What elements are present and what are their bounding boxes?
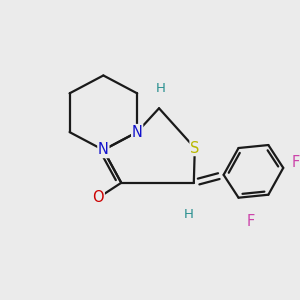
Text: N: N bbox=[98, 142, 109, 158]
Text: S: S bbox=[190, 140, 200, 155]
Text: H: H bbox=[184, 208, 194, 221]
Text: H: H bbox=[156, 82, 166, 95]
Text: N: N bbox=[132, 124, 142, 140]
Text: O: O bbox=[93, 190, 104, 205]
Text: F: F bbox=[292, 155, 300, 170]
Text: F: F bbox=[246, 214, 255, 229]
